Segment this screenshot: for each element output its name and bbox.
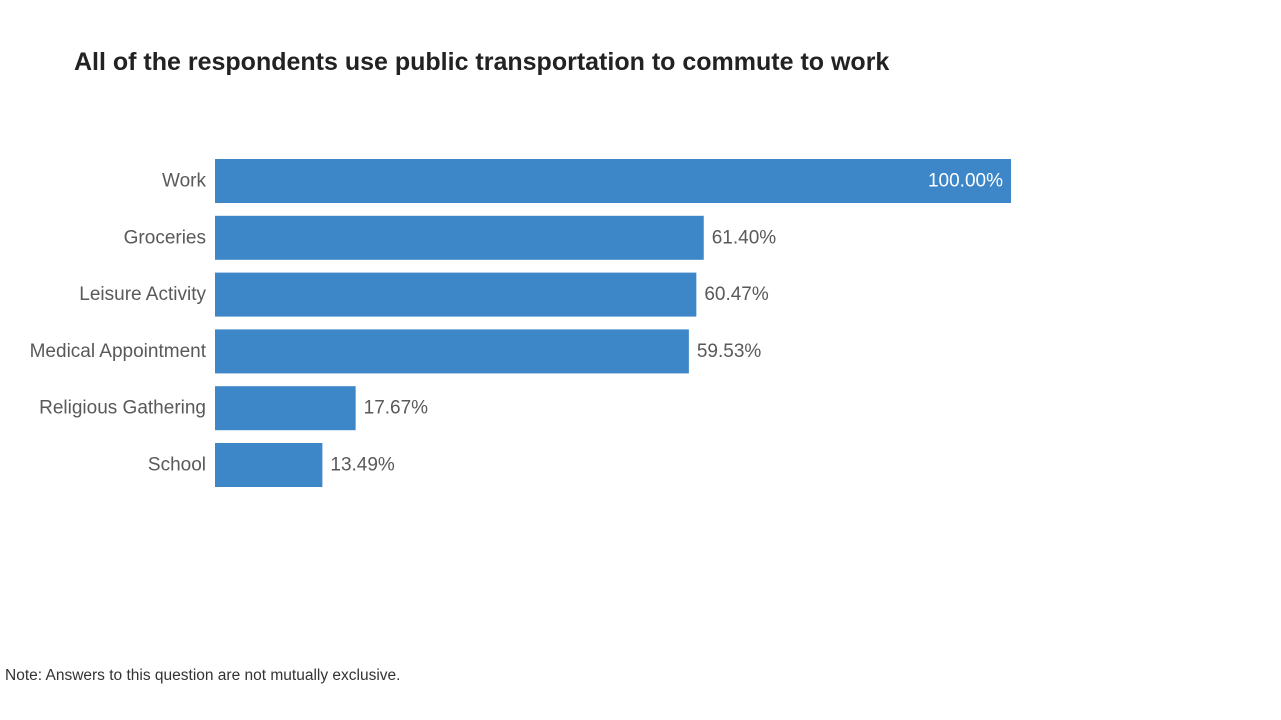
data-label-work: 100.00% [928,171,1003,192]
bar-leisure-activity [215,272,697,317]
bar-medical-appointment [215,329,689,374]
bar-religious-gathering [215,386,356,431]
chart-note: Note: Answers to this question are not m… [5,667,401,684]
category-label-work: Work [162,171,206,192]
category-label-groceries: Groceries [124,227,206,248]
category-label-medical-appointment: Medical Appointment [30,341,207,362]
data-label-leisure-activity: 60.47% [704,284,769,305]
bar-work [215,159,1011,203]
bar-school [215,443,323,487]
category-label-school: School [148,455,206,476]
bar-groceries [215,215,704,260]
data-label-religious-gathering: 17.67% [364,398,429,419]
chart-title: All of the respondents use public transp… [74,48,890,76]
data-label-medical-appointment: 59.53% [697,341,762,362]
category-label-leisure-activity: Leisure Activity [79,284,206,305]
data-label-groceries: 61.40% [712,227,777,248]
data-label-school: 13.49% [330,455,395,476]
category-label-religious-gathering: Religious Gathering [39,398,206,419]
